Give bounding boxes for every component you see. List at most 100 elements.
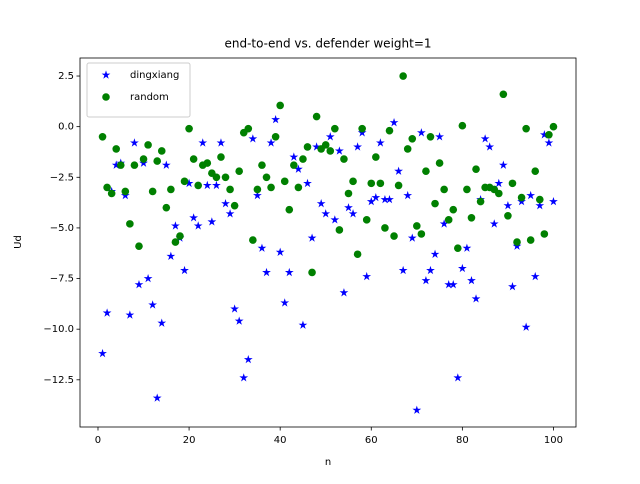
point [243, 354, 253, 364]
point [271, 114, 280, 124]
point [462, 243, 472, 252]
x-axis-label: n [325, 457, 331, 468]
point [325, 132, 335, 141]
point [153, 157, 162, 165]
point [362, 216, 371, 224]
point [530, 271, 540, 281]
point [148, 187, 157, 196]
point [476, 197, 485, 206]
point [312, 142, 321, 151]
point [230, 304, 239, 313]
x-tick-label: 80 [456, 435, 469, 446]
point [194, 181, 202, 190]
point [103, 183, 111, 192]
point [185, 124, 193, 133]
point [203, 159, 212, 167]
point [380, 194, 390, 204]
point [253, 190, 262, 200]
point [157, 318, 167, 327]
y-tick-label: 2.5 [58, 71, 74, 82]
point [162, 203, 171, 212]
point [244, 124, 253, 133]
point [385, 126, 394, 135]
point [367, 179, 376, 188]
point [340, 155, 348, 163]
point [371, 192, 381, 202]
point [262, 267, 271, 277]
point [308, 268, 316, 277]
point [294, 183, 303, 192]
point [413, 222, 421, 230]
point [121, 187, 130, 196]
point [407, 233, 417, 242]
point [348, 209, 358, 218]
point [171, 221, 180, 230]
point [403, 190, 413, 200]
point [207, 217, 217, 226]
point [390, 232, 398, 240]
point [480, 134, 490, 143]
point [439, 219, 449, 228]
y-axis-label: Ud [13, 235, 24, 249]
point [417, 230, 426, 238]
point [275, 247, 285, 256]
point [257, 243, 267, 252]
point [112, 145, 121, 153]
point [285, 205, 294, 214]
point [494, 178, 504, 188]
point [526, 236, 535, 244]
point [376, 138, 385, 147]
point [234, 316, 244, 325]
point [171, 238, 180, 246]
point [531, 167, 540, 176]
point [403, 145, 412, 153]
point [184, 178, 194, 188]
point [457, 263, 467, 273]
point [303, 178, 312, 188]
point [166, 251, 176, 260]
point [248, 134, 258, 143]
y-tick-label: −7.5 [50, 274, 74, 285]
y-tick-label: −2.5 [50, 172, 74, 183]
point [417, 128, 426, 137]
point [522, 124, 530, 133]
point [499, 90, 508, 99]
point [161, 160, 171, 169]
point [180, 265, 189, 275]
point [467, 213, 476, 222]
y-tick-label: −10.0 [43, 324, 74, 335]
point [330, 215, 340, 224]
point [381, 224, 389, 232]
point [412, 405, 422, 414]
point [271, 132, 280, 141]
point [349, 177, 357, 186]
point [454, 244, 462, 252]
point [503, 201, 513, 210]
point [399, 72, 407, 80]
point [284, 267, 294, 277]
point [422, 167, 430, 176]
point [394, 181, 403, 190]
point [471, 294, 481, 303]
point [539, 130, 549, 139]
point [189, 155, 198, 163]
point [198, 138, 208, 147]
point [280, 177, 289, 186]
point [408, 135, 417, 143]
point [489, 219, 499, 228]
point [212, 173, 221, 182]
legend-label: dingxiang [130, 70, 179, 81]
point [135, 242, 143, 250]
point [444, 280, 454, 289]
point [312, 112, 321, 121]
point [239, 373, 249, 382]
plot-frame [79, 57, 577, 428]
point [366, 196, 376, 206]
point [226, 185, 234, 194]
point [221, 173, 230, 182]
legend-marker [101, 70, 111, 79]
point [111, 160, 121, 169]
point [189, 213, 199, 222]
point [344, 203, 353, 212]
